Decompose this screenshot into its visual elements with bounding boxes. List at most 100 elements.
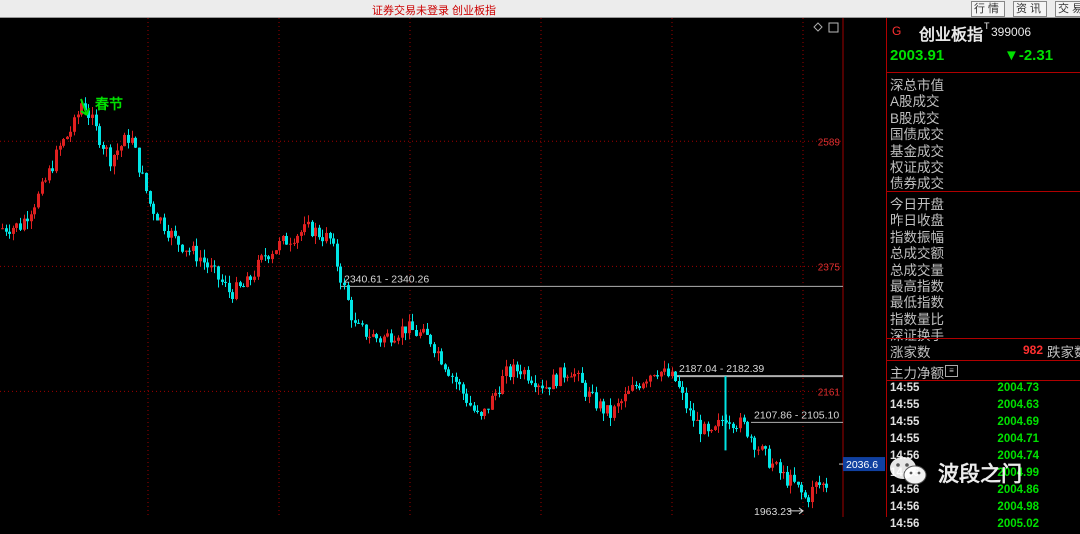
candle-body xyxy=(246,276,249,288)
main-flow-row[interactable]: 主力净额 ≡ xyxy=(887,362,1080,381)
tick-price: 2004.69 xyxy=(997,416,1039,428)
news-button[interactable]: 资讯 xyxy=(1013,1,1047,17)
trade-button[interactable]: 交易 xyxy=(1055,1,1080,17)
candle-body xyxy=(149,191,152,204)
candle-body xyxy=(476,410,479,413)
candle-body xyxy=(555,374,558,387)
candle-body xyxy=(728,422,731,424)
candle-body xyxy=(671,371,674,377)
candle-body xyxy=(321,237,324,242)
candle-body xyxy=(807,497,810,503)
candle-body xyxy=(649,375,652,382)
candle-body xyxy=(797,481,800,485)
candle-body xyxy=(516,364,519,372)
candle-body xyxy=(455,376,458,382)
candle-body xyxy=(188,250,191,252)
low-arrow xyxy=(788,507,804,515)
candle-body xyxy=(365,324,368,337)
breadth-row: 涨家数 982 跌家数 xyxy=(887,341,1080,360)
candle-body xyxy=(239,282,242,286)
wechat-icon xyxy=(890,457,927,485)
quote-panel: G 创业板指 T 399006 2003.91 ▼-2.31 深总市值 A股成交 B… xyxy=(886,18,1080,530)
tick-price: 2004.98 xyxy=(997,501,1039,513)
candle-body xyxy=(743,417,746,422)
candle-body xyxy=(721,419,724,421)
candle-body xyxy=(559,367,562,387)
candle-body xyxy=(314,227,317,237)
candle-body xyxy=(822,483,825,485)
candle-body xyxy=(293,242,296,244)
candle-body xyxy=(91,114,94,118)
candle-body xyxy=(95,114,98,127)
candle-body xyxy=(491,395,494,410)
candle-body xyxy=(87,110,90,118)
candle-body xyxy=(127,134,130,143)
candle-body xyxy=(167,231,170,238)
candle-body xyxy=(307,221,310,225)
tick-row: 14:56 2004.86 xyxy=(887,484,1080,500)
candle-body xyxy=(329,232,332,239)
candle-body xyxy=(552,374,555,390)
stat-label: 最高指数 xyxy=(890,279,944,294)
candle-body xyxy=(642,383,645,389)
candle-body xyxy=(519,371,522,375)
candle-body xyxy=(815,482,818,487)
candle-body xyxy=(357,322,360,324)
candle-body xyxy=(825,483,828,488)
tick-row: 14:55 2004.69 xyxy=(887,416,1080,432)
candle-body xyxy=(591,391,594,393)
candle-body xyxy=(131,137,134,143)
level-label: 2187.04 - 2182.39 xyxy=(679,363,764,375)
candle-body xyxy=(447,369,450,376)
candle-body xyxy=(534,383,537,388)
candle-body xyxy=(26,218,29,222)
candle-body xyxy=(1,228,4,230)
candle-body xyxy=(19,223,22,230)
candle-body xyxy=(498,392,501,394)
candle-body xyxy=(487,408,490,410)
candle-body xyxy=(332,238,335,244)
quotes-button[interactable]: 行情 xyxy=(971,1,1005,17)
candle-body xyxy=(458,381,461,385)
candle-body xyxy=(811,486,814,503)
candle-body xyxy=(300,232,303,236)
candle-body xyxy=(231,292,234,300)
candle-body xyxy=(692,410,695,421)
candle-body xyxy=(80,103,83,115)
candle-body xyxy=(249,276,252,280)
candle-body xyxy=(228,282,231,293)
stat-label: 总成交量 xyxy=(890,262,944,278)
candle-body xyxy=(210,265,213,268)
candle-body xyxy=(638,386,641,389)
candle-body xyxy=(584,382,587,397)
candlestick-chart[interactable]: 2589 2375 2161 2036.6 2340.61 - 2340.26 2187.… xyxy=(0,18,886,517)
down-count-label: 跌家数 xyxy=(1047,345,1080,360)
candle-body xyxy=(631,384,634,391)
top-bar: 证券交易未登录 创业板指 行情 资讯 交易 xyxy=(0,0,1080,18)
current-price-value: 2036.6 xyxy=(846,459,878,471)
candle-body xyxy=(588,391,591,397)
candle-body xyxy=(339,266,342,283)
candle-body xyxy=(437,351,440,354)
candle-body xyxy=(5,228,8,232)
low-label: 1963.23 xyxy=(754,506,792,517)
candle-body xyxy=(545,387,548,389)
candle-body xyxy=(746,421,749,437)
candle-body xyxy=(653,375,656,377)
stat-label: 昨日收盘 xyxy=(890,213,944,229)
candle-body xyxy=(66,136,69,140)
up-count-label: 涨家数 xyxy=(890,345,931,360)
candle-body xyxy=(195,245,198,262)
candle-body xyxy=(199,257,202,262)
candle-body xyxy=(264,255,267,257)
candle-body xyxy=(595,392,598,409)
candle-body xyxy=(44,180,47,182)
candle-body xyxy=(289,243,292,245)
candle-body xyxy=(703,423,706,435)
candle-body xyxy=(77,114,80,118)
candle-body xyxy=(761,446,764,450)
flow-toggle-icon[interactable]: ≡ xyxy=(945,365,958,377)
candle-body xyxy=(372,334,375,337)
candle-body xyxy=(426,328,429,335)
candle-body xyxy=(401,326,404,338)
